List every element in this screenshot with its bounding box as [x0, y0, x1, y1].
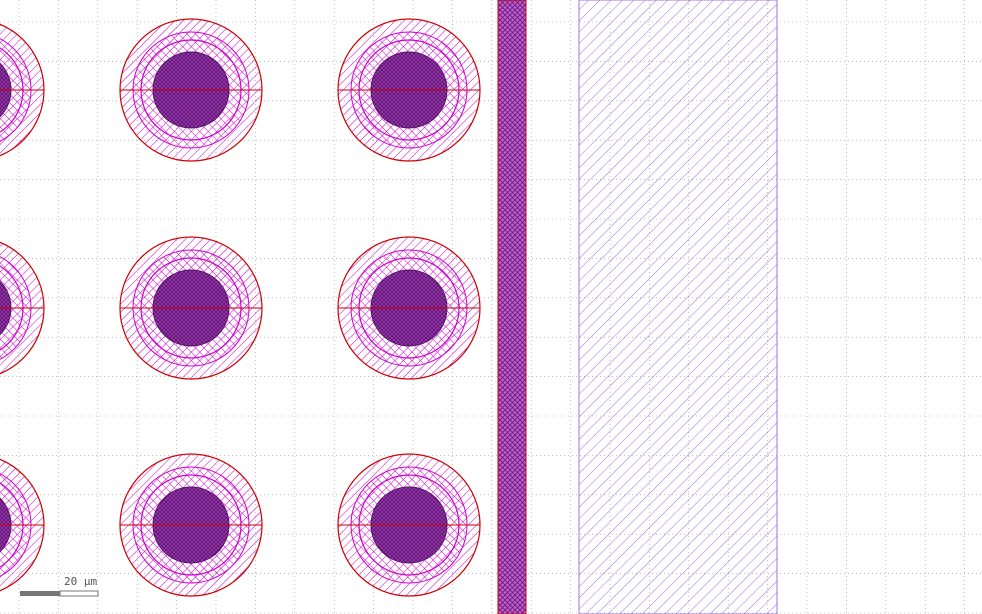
- via[interactable]: [337, 453, 481, 597]
- hatched-region-wide[interactable]: [578, 0, 778, 614]
- via[interactable]: [0, 237, 45, 379]
- via[interactable]: [337, 236, 481, 380]
- via[interactable]: [119, 453, 263, 597]
- scale-bar: 20 µm: [20, 575, 99, 597]
- vertical-strip-crosshatched[interactable]: [497, 0, 527, 614]
- via[interactable]: [119, 236, 263, 380]
- via[interactable]: [0, 454, 45, 596]
- scale-bar-label: 20 µm: [64, 575, 97, 588]
- via[interactable]: [119, 18, 263, 162]
- via[interactable]: [337, 18, 481, 162]
- via-array: [0, 18, 481, 597]
- via[interactable]: [0, 19, 45, 161]
